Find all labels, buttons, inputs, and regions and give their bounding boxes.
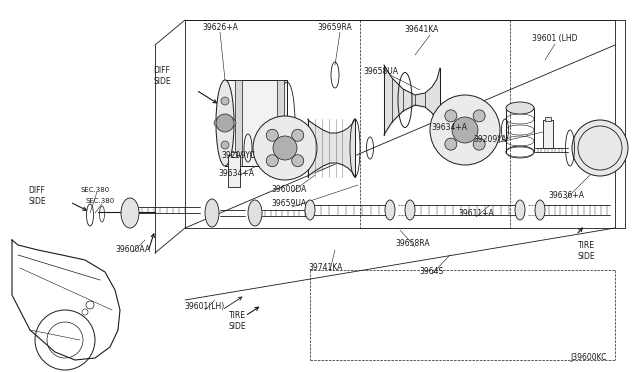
Text: 39611+A: 39611+A: [458, 209, 494, 218]
Ellipse shape: [121, 198, 139, 228]
Circle shape: [292, 129, 304, 141]
Text: 39741KA: 39741KA: [309, 263, 343, 272]
Text: 39601 (LHD: 39601 (LHD: [532, 33, 578, 42]
Text: 39641KA: 39641KA: [405, 26, 439, 35]
Circle shape: [452, 117, 478, 143]
Text: 3964S: 3964S: [420, 266, 444, 276]
Bar: [225, 80, 287, 166]
Text: 39626+A: 39626+A: [202, 23, 238, 32]
Circle shape: [445, 138, 457, 150]
Bar: [277, 80, 284, 166]
Text: 39600AA: 39600AA: [115, 244, 150, 253]
Circle shape: [430, 95, 500, 165]
Bar: [543, 120, 553, 148]
Text: DIFF
SIDE: DIFF SIDE: [28, 186, 46, 206]
Text: J39600KC: J39600KC: [571, 353, 607, 362]
Ellipse shape: [535, 200, 545, 220]
Text: 39634+A: 39634+A: [218, 170, 254, 179]
Bar: [235, 80, 242, 166]
Ellipse shape: [305, 200, 315, 220]
Ellipse shape: [248, 200, 262, 226]
Ellipse shape: [506, 102, 534, 114]
Ellipse shape: [405, 200, 415, 220]
Text: TIRE
SIDE: TIRE SIDE: [577, 241, 595, 261]
Text: 39658RA: 39658RA: [396, 240, 430, 248]
Circle shape: [292, 155, 304, 167]
Text: 39659UA: 39659UA: [271, 199, 307, 208]
Circle shape: [221, 141, 229, 149]
Text: 39634+A: 39634+A: [431, 122, 467, 131]
Circle shape: [266, 129, 278, 141]
Text: 39658UA: 39658UA: [364, 67, 399, 77]
Circle shape: [214, 119, 222, 127]
Circle shape: [473, 110, 485, 122]
Text: SEC.380: SEC.380: [81, 187, 109, 193]
Ellipse shape: [216, 80, 234, 166]
Text: 39209YA: 39209YA: [473, 135, 507, 144]
Circle shape: [273, 136, 297, 160]
Text: SEC.380: SEC.380: [85, 198, 115, 204]
Text: 39659RA: 39659RA: [317, 23, 353, 32]
Text: DIFF
SIDE: DIFF SIDE: [153, 66, 171, 86]
Circle shape: [266, 155, 278, 167]
Circle shape: [572, 120, 628, 176]
Text: 39636+A: 39636+A: [548, 192, 584, 201]
Bar: [228, 155, 240, 187]
Circle shape: [473, 138, 485, 150]
Circle shape: [221, 97, 229, 105]
Text: 39600DA: 39600DA: [271, 185, 307, 193]
Ellipse shape: [205, 199, 219, 227]
Ellipse shape: [385, 200, 395, 220]
Text: 39209YC: 39209YC: [221, 151, 255, 160]
Circle shape: [253, 116, 317, 180]
Ellipse shape: [515, 200, 525, 220]
Bar: [545, 117, 551, 121]
Circle shape: [228, 119, 236, 127]
Text: TIRE
SIDE: TIRE SIDE: [228, 311, 246, 331]
Bar: [231, 152, 237, 157]
Text: 39601(LH): 39601(LH): [185, 302, 225, 311]
Circle shape: [216, 114, 234, 132]
Circle shape: [445, 110, 457, 122]
